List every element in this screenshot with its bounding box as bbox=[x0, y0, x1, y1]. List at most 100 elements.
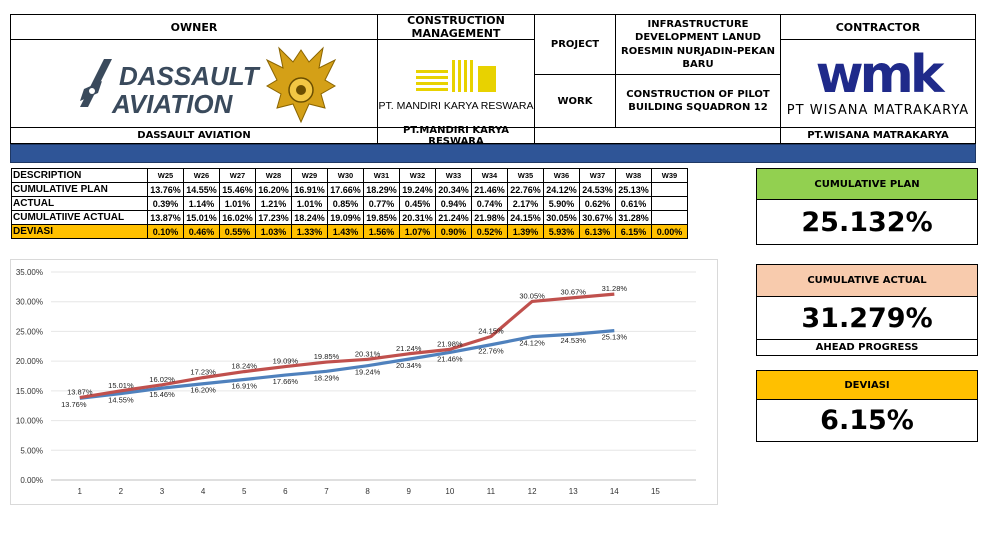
week-header: W39 bbox=[651, 168, 688, 183]
table-cell: 2.17% bbox=[507, 196, 544, 211]
data-label: 13.76% bbox=[61, 400, 87, 409]
kpi-deviation-value: 6.15% bbox=[756, 399, 978, 442]
y-tick-label: 30.00% bbox=[16, 298, 43, 307]
data-label: 31.28% bbox=[602, 284, 628, 293]
table-cell: 0.10% bbox=[147, 224, 184, 239]
table-cell: 1.14% bbox=[183, 196, 220, 211]
table-cell bbox=[651, 196, 688, 211]
data-label: 21.98% bbox=[437, 339, 463, 348]
x-tick-label: 2 bbox=[119, 487, 124, 496]
kpi-status-label: AHEAD PROGRESS bbox=[756, 339, 978, 356]
data-label: 16.02% bbox=[149, 375, 175, 384]
week-header: W26 bbox=[183, 168, 220, 183]
data-label: 19.09% bbox=[273, 357, 299, 366]
table-cell: 0.74% bbox=[471, 196, 508, 211]
week-header: W28 bbox=[255, 168, 292, 183]
contractor-label: CONTRACTOR bbox=[780, 14, 976, 40]
work-label: WORK bbox=[534, 74, 616, 128]
table-row: ACTUAL 0.39% 1.14% 1.01% 1.21% 1.01% 0.85% 0.77… bbox=[11, 196, 688, 211]
work-value: CONSTRUCTION OF PILOT BUILDING SQUADRON … bbox=[615, 74, 781, 128]
x-tick-label: 9 bbox=[407, 487, 412, 496]
data-label: 19.24% bbox=[355, 368, 381, 377]
table-row: DEVIASI 0.10% 0.46% 0.55% 1.03% 1.33% 1.43% 1.5… bbox=[11, 224, 688, 239]
week-header: W34 bbox=[471, 168, 508, 183]
data-label: 20.34% bbox=[396, 361, 422, 370]
table-cell: 1.39% bbox=[507, 224, 544, 239]
table-cell bbox=[651, 182, 688, 197]
table-cell: 30.05% bbox=[543, 210, 580, 225]
table-row: CUMULATIIVE ACTUAL 13.87% 15.01% 16.02% 17.2… bbox=[11, 210, 688, 225]
y-tick-label: 25.00% bbox=[16, 327, 43, 336]
table-cell: 24.15% bbox=[507, 210, 544, 225]
owner-name: DASSAULT AVIATION bbox=[10, 127, 378, 144]
air-force-emblem-icon bbox=[265, 46, 337, 124]
table-cell: 5.93% bbox=[543, 224, 580, 239]
x-tick-label: 11 bbox=[487, 487, 496, 496]
table-cell: 13.76% bbox=[147, 182, 184, 197]
table-cell: 25.13% bbox=[615, 182, 652, 197]
x-tick-label: 12 bbox=[528, 487, 537, 496]
kpi-plan-value: 25.132% bbox=[756, 199, 978, 245]
project-value: INFRASTRUCTURE DEVELOPMENT LANUD ROESMIN… bbox=[615, 14, 781, 75]
week-header: W38 bbox=[615, 168, 652, 183]
table-cell: 17.66% bbox=[327, 182, 364, 197]
table-cell: 0.77% bbox=[363, 196, 400, 211]
x-tick-label: 4 bbox=[201, 487, 206, 496]
table-cell: 1.01% bbox=[291, 196, 328, 211]
y-tick-label: 15.00% bbox=[16, 387, 43, 396]
y-tick-label: 5.00% bbox=[20, 446, 43, 455]
table-cell: 15.01% bbox=[183, 210, 220, 225]
mkr-logo-icon bbox=[416, 59, 496, 92]
table-cell: 1.43% bbox=[327, 224, 364, 239]
owner-logo-area: DASSAULT AVIATION bbox=[10, 39, 378, 128]
owner-logo-line2: AVIATION bbox=[111, 89, 234, 119]
cm-logo-text: PT. MANDIRI KARYA RESWARA bbox=[378, 99, 534, 112]
week-header: W25 bbox=[147, 168, 184, 183]
table-cell: 30.67% bbox=[579, 210, 616, 225]
data-label: 24.12% bbox=[519, 339, 545, 348]
week-header: W37 bbox=[579, 168, 616, 183]
data-label: 24.53% bbox=[560, 336, 586, 345]
x-tick-label: 6 bbox=[283, 487, 288, 496]
row-label: CUMULATIVE PLAN bbox=[11, 182, 148, 197]
data-label: 22.76% bbox=[478, 347, 504, 356]
x-tick-label: 13 bbox=[569, 487, 578, 496]
table-cell: 0.62% bbox=[579, 196, 616, 211]
data-label: 18.29% bbox=[314, 373, 340, 382]
kpi-plan-label: CUMULATIVE PLAN bbox=[756, 168, 978, 200]
x-tick-label: 8 bbox=[365, 487, 370, 496]
progress-chart: 0.00% 5.00% 10.00% 15.00% 20.00% 25.00% 30.00%… bbox=[10, 259, 718, 505]
y-tick-label: 20.00% bbox=[16, 357, 43, 366]
y-tick-label: 10.00% bbox=[16, 417, 43, 426]
dassault-logo-icon: DASSAULT AVIATION bbox=[80, 59, 261, 119]
contractor-logo-area: wmk PT WISANA MATRAKARYA bbox=[780, 39, 976, 128]
table-cell: 6.13% bbox=[579, 224, 616, 239]
table-cell: 14.55% bbox=[183, 182, 220, 197]
data-label: 13.87% bbox=[67, 388, 93, 397]
week-header: W36 bbox=[543, 168, 580, 183]
kpi-actual-value: 31.279% bbox=[756, 296, 978, 340]
data-label: 15.46% bbox=[149, 390, 175, 399]
chart-svg: 0.00% 5.00% 10.00% 15.00% 20.00% 25.00% 30.00%… bbox=[16, 268, 696, 496]
data-label: 20.31% bbox=[355, 349, 381, 358]
data-label: 24.15% bbox=[478, 326, 504, 335]
data-label: 15.01% bbox=[108, 381, 134, 390]
table-cell: 0.85% bbox=[327, 196, 364, 211]
week-header: W32 bbox=[399, 168, 436, 183]
cm-name: PT.MANDIRI KARYA RESWARA bbox=[377, 125, 535, 147]
x-tick-label: 5 bbox=[242, 487, 247, 496]
x-tick-label: 14 bbox=[610, 487, 619, 496]
table-header-row: DESCRIPTION W25 W26 W27 W28 W29 W30 W31 W32 W33 W… bbox=[11, 168, 688, 183]
table-cell: 21.46% bbox=[471, 182, 508, 197]
table-cell: 0.61% bbox=[615, 196, 652, 211]
data-label: 17.66% bbox=[273, 377, 299, 386]
table-cell: 24.53% bbox=[579, 182, 616, 197]
table-cell: 19.24% bbox=[399, 182, 436, 197]
y-tick-label: 0.00% bbox=[20, 476, 43, 485]
table-cell: 17.23% bbox=[255, 210, 292, 225]
y-tick-label: 35.00% bbox=[16, 268, 43, 277]
table-cell: 18.24% bbox=[291, 210, 328, 225]
project-label: PROJECT bbox=[534, 14, 616, 75]
x-tick-label: 1 bbox=[78, 487, 83, 496]
week-header: W35 bbox=[507, 168, 544, 183]
